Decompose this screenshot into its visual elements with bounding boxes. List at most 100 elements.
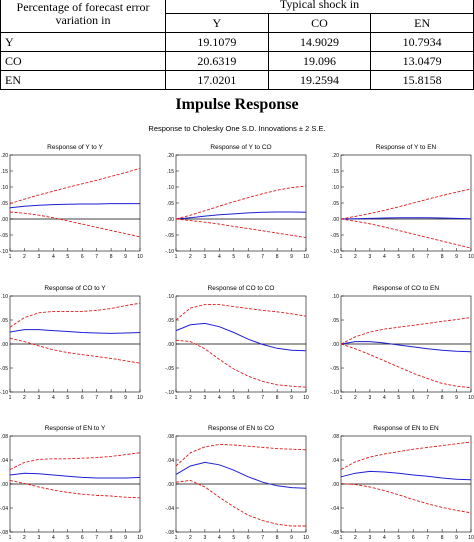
x-tick-label: 8 xyxy=(441,535,444,541)
response-line xyxy=(340,217,472,220)
x-tick-label: 6 xyxy=(412,535,415,541)
table-row: Y 19.1079 14.9029 10.7934 xyxy=(0,32,474,52)
x-tick-label: 3 xyxy=(368,254,371,260)
upper-band-line xyxy=(9,167,141,205)
x-tick-label: 2 xyxy=(23,254,26,260)
x-tick-label: 4 xyxy=(218,254,221,260)
x-tick-label: 4 xyxy=(383,254,386,260)
y-tick-label: .08 xyxy=(332,434,339,440)
x-tick-label: 3 xyxy=(368,395,371,401)
table-cell: 17.0201 xyxy=(165,70,269,90)
table-cell: 13.0479 xyxy=(370,51,474,71)
irf-panel: Response of EN to Y .08 .04 .00 -.04 -.081 2 3 4… xyxy=(0,425,143,541)
x-tick-label: 3 xyxy=(203,395,206,401)
x-tick-label: 2 xyxy=(354,395,357,401)
x-tick-label: 9 xyxy=(455,254,458,260)
x-tick-label: 6 xyxy=(81,395,84,401)
y-tick-label: .04 xyxy=(167,458,174,464)
x-tick-label: 3 xyxy=(37,535,40,541)
x-tick-label: 10 xyxy=(468,254,474,260)
y-tick-label: .00 xyxy=(332,482,339,488)
y-tick-label: .05 xyxy=(1,318,8,324)
x-tick-label: 5 xyxy=(397,254,400,260)
x-tick-label: 8 xyxy=(110,254,113,260)
y-tick-label: .00 xyxy=(1,342,8,348)
x-tick-label: 10 xyxy=(137,535,143,541)
table-row: EN 17.0201 19.2594 15.8158 xyxy=(0,70,474,90)
y-tick-label: -.05 xyxy=(0,366,8,372)
x-tick-label: 6 xyxy=(81,535,84,541)
irf-panel: Response of CO to Y .10 .05 .00 -.05 -.101 2 3 4… xyxy=(0,285,143,401)
response-line xyxy=(9,329,141,334)
upper-band-line xyxy=(175,443,307,467)
irf-panel: Response of EN to CO .08 .04 .00 -.04 -.081 2 3… xyxy=(165,425,309,541)
response-line xyxy=(175,322,307,352)
x-tick-label: 5 xyxy=(232,395,235,401)
x-tick-label: 6 xyxy=(81,254,84,260)
x-tick-label: 8 xyxy=(110,395,113,401)
y-tick-label: .00 xyxy=(332,217,339,223)
x-tick-label: 2 xyxy=(354,254,357,260)
panel-frame xyxy=(175,154,307,252)
y-tick-label: -.08 xyxy=(330,530,339,536)
upper-band-line xyxy=(340,317,472,345)
y-tick-label: .08 xyxy=(167,434,174,440)
irf-panel: Response of Y to CO .20 .15 .10 .05 .00 -.05 -.… xyxy=(165,144,309,260)
y-tick-label: -.08 xyxy=(0,530,8,536)
y-tick-label: .10 xyxy=(332,185,339,191)
x-tick-label: 4 xyxy=(52,254,55,260)
x-tick-label: 2 xyxy=(189,535,192,541)
y-tick-label: .05 xyxy=(167,318,174,324)
x-tick-label: 8 xyxy=(276,254,279,260)
x-tick-label: 4 xyxy=(383,535,386,541)
panel-title: Response of EN to EN xyxy=(373,425,439,432)
x-tick-label: 6 xyxy=(412,395,415,401)
lower-band-line xyxy=(9,337,141,364)
y-tick-label: .20 xyxy=(332,153,339,159)
panel-title: Response of CO to CO xyxy=(208,285,275,292)
x-tick-label: 8 xyxy=(276,535,279,541)
x-tick-label: 3 xyxy=(37,254,40,260)
row-label: EN xyxy=(0,70,166,90)
x-tick-label: 7 xyxy=(95,254,98,260)
x-tick-label: 4 xyxy=(218,535,221,541)
panel-title: Response of EN to CO xyxy=(208,425,274,432)
x-tick-label: 8 xyxy=(276,395,279,401)
response-line xyxy=(340,341,472,353)
y-tick-label: -.10 xyxy=(330,390,339,396)
x-tick-label: 7 xyxy=(95,395,98,401)
x-tick-label: 3 xyxy=(203,254,206,260)
irf-panel: Response of CO to CO .10 .05 .00 -.05 -.101 2 3… xyxy=(165,285,309,401)
y-tick-label: .10 xyxy=(167,294,174,300)
y-tick-label: -.05 xyxy=(0,233,8,239)
y-tick-label: -.10 xyxy=(165,249,174,255)
y-tick-label: -.10 xyxy=(165,390,174,396)
irf-panel: Response of Y to EN .20 .15 .10 .05 .00 -.05 -.… xyxy=(330,144,474,260)
irf-panel: Response of CO to EN .10 .05 .00 -.05 -.101 2 3… xyxy=(330,285,474,401)
lower-band-line xyxy=(175,218,307,239)
upper-band-line xyxy=(9,452,141,471)
x-tick-label: 5 xyxy=(397,535,400,541)
lower-band-line xyxy=(9,479,141,499)
variance-decomposition-table: Percentage of forecast error variation i… xyxy=(0,0,474,90)
y-tick-label: .00 xyxy=(167,482,174,488)
lower-band-line xyxy=(340,218,472,249)
corner-label: Percentage of forecast error variation i… xyxy=(0,0,166,33)
y-tick-label: .10 xyxy=(167,185,174,191)
x-tick-label: 10 xyxy=(137,395,143,401)
y-tick-label: .15 xyxy=(332,169,339,175)
panel-title: Response of Y to EN xyxy=(376,144,437,151)
x-tick-label: 8 xyxy=(110,535,113,541)
panel-title: Response of Y to Y xyxy=(47,144,103,151)
x-tick-label: 2 xyxy=(354,535,357,541)
x-tick-label: 1 xyxy=(175,535,178,541)
table-cell: 19.2594 xyxy=(267,70,372,90)
y-tick-label: .05 xyxy=(167,201,174,207)
x-tick-label: 7 xyxy=(95,535,98,541)
x-tick-label: 1 xyxy=(9,395,12,401)
response-line xyxy=(175,211,307,220)
y-tick-label: .00 xyxy=(1,482,8,488)
x-tick-label: 4 xyxy=(218,395,221,401)
x-tick-label: 1 xyxy=(175,254,178,260)
response-line xyxy=(9,203,140,209)
